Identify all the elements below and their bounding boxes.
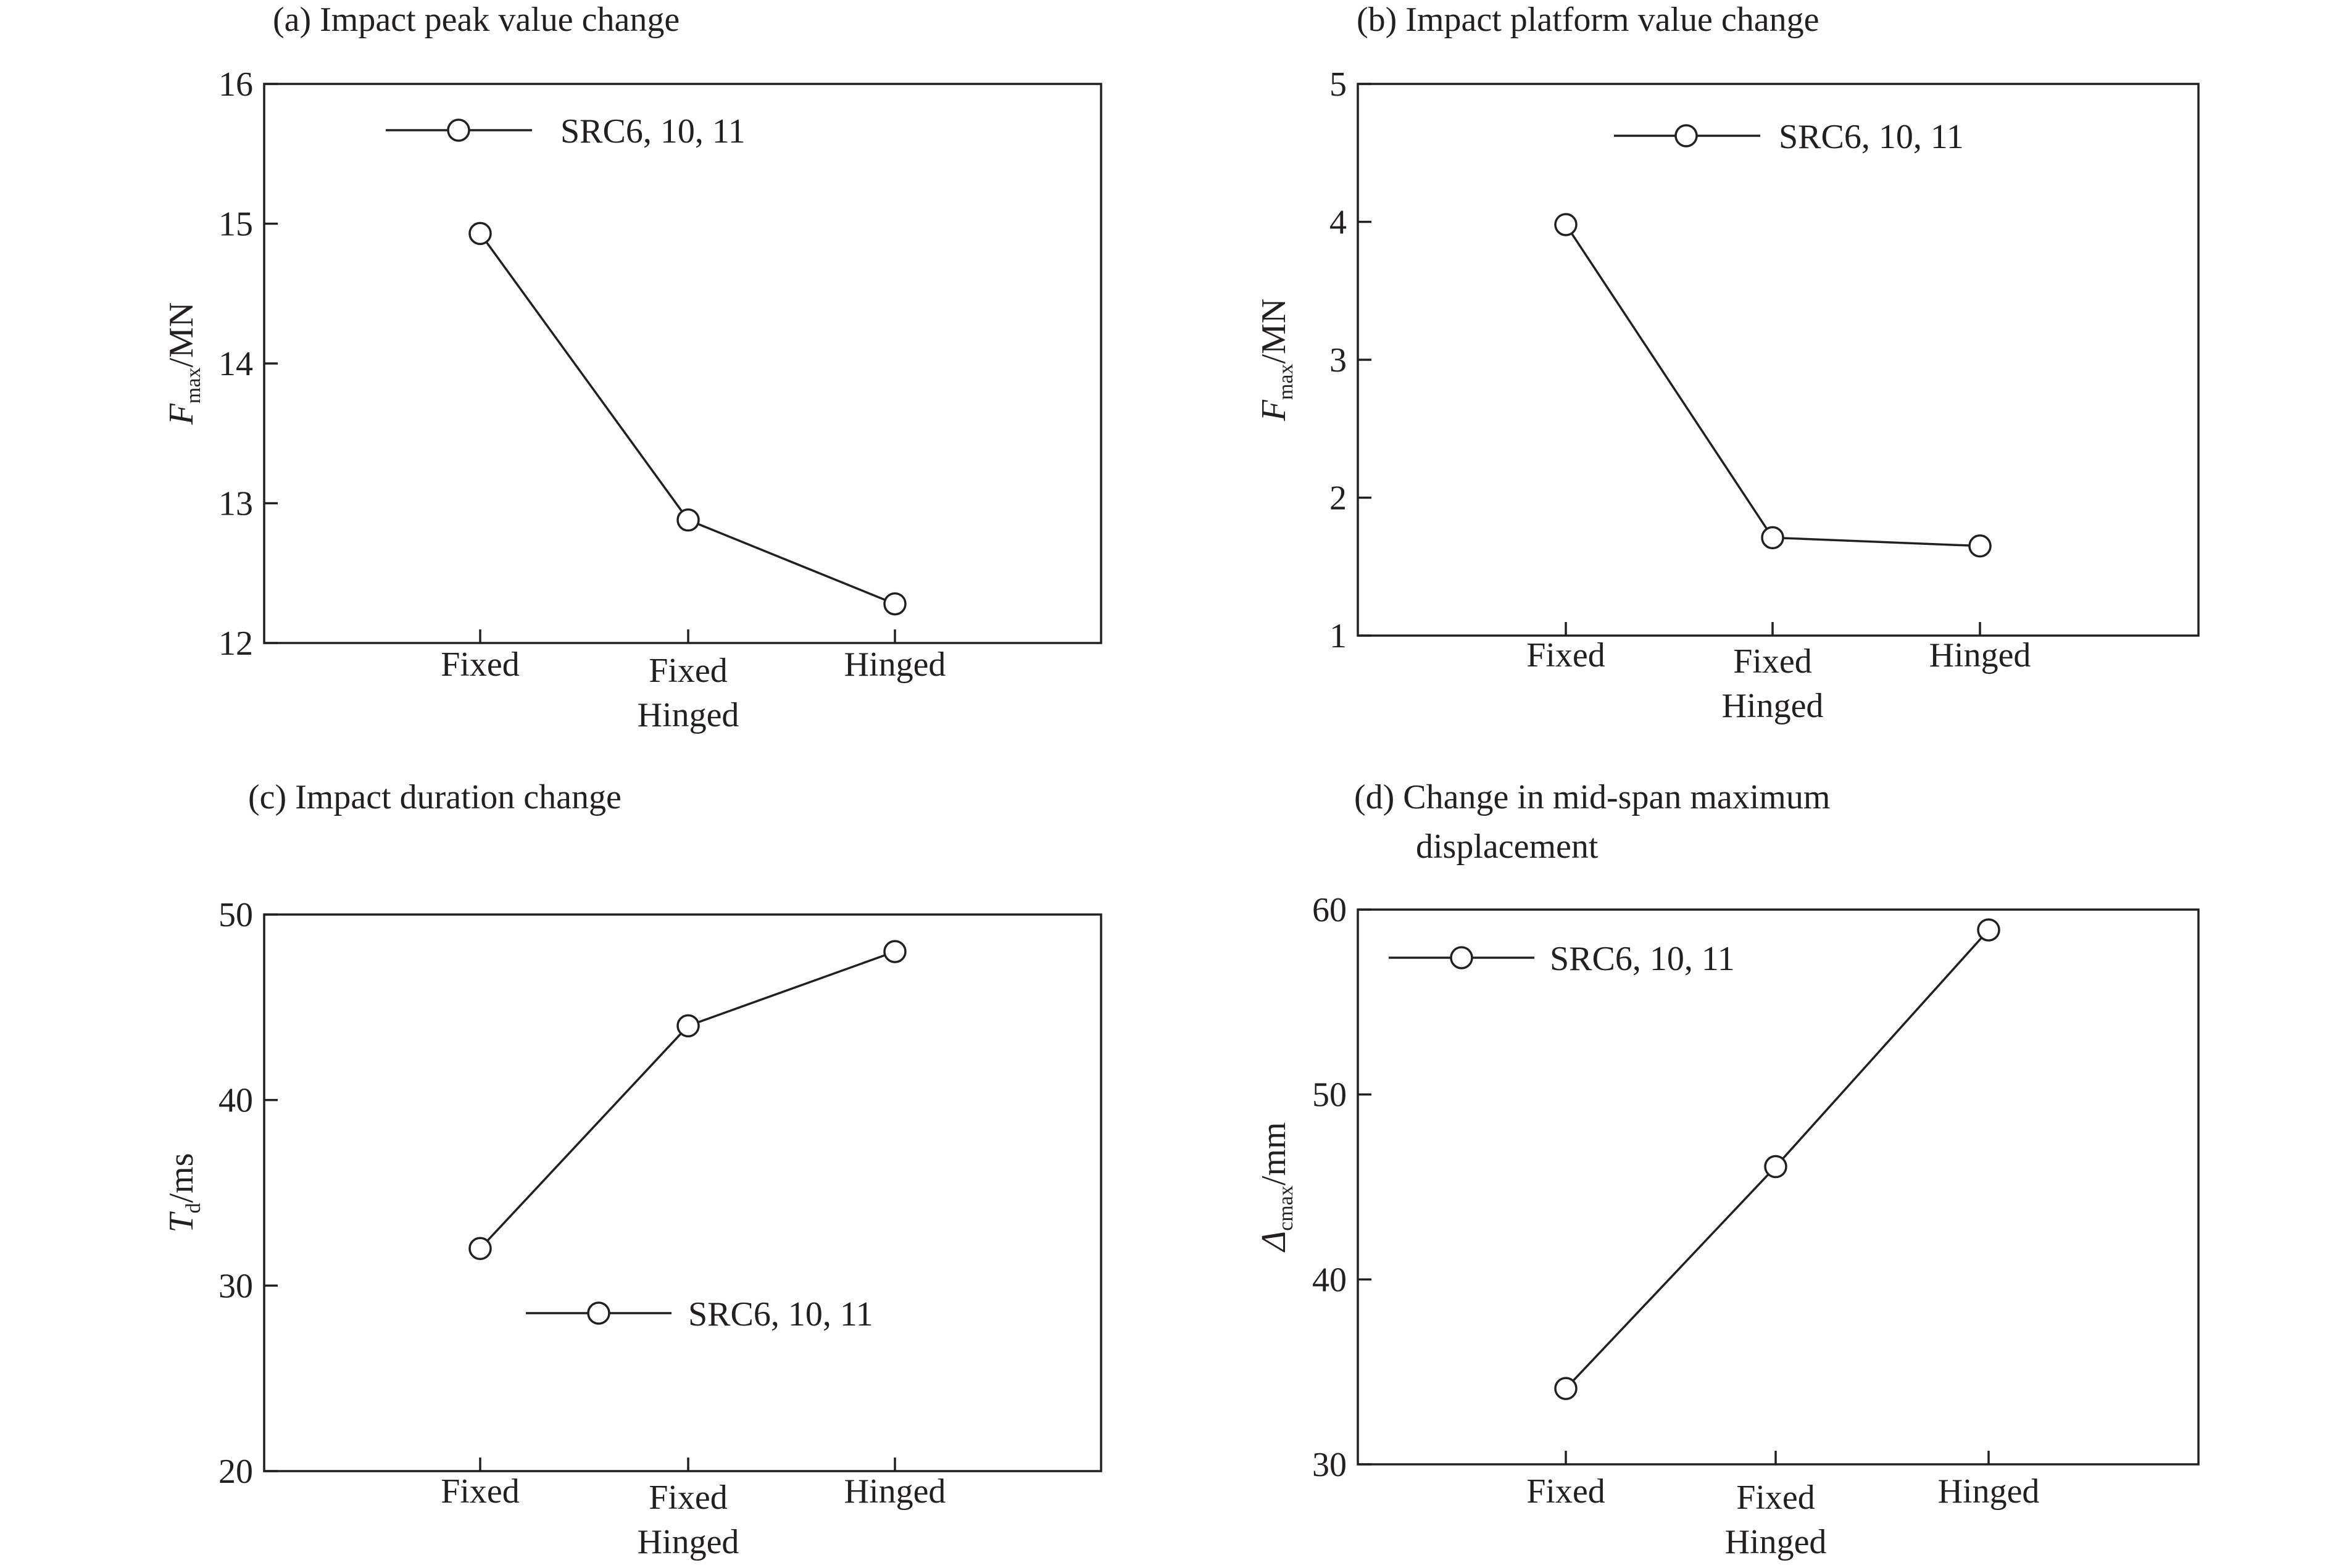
data-point [1968, 534, 1992, 558]
x-tick-label: Fixed [1526, 1472, 1605, 1511]
legend-label: SRC6, 10, 11 [1550, 940, 1735, 978]
y-axis-label: Δcmax/mm [1255, 1122, 1297, 1252]
x-tick-label: Hinged [638, 696, 739, 734]
y-tick-label: 14 [218, 345, 253, 383]
x-tick-label: Fixed [441, 1472, 520, 1511]
y-tick-label: 20 [218, 1453, 253, 1491]
plot-frame [1357, 908, 2200, 1466]
y-tick-label: 30 [218, 1267, 253, 1305]
chart-title: (c) Impact duration change [248, 778, 622, 816]
y-axis-label-unit: /mm [1255, 1122, 1293, 1185]
y-tick-label: 13 [218, 485, 253, 523]
y-tick-label: 30 [1312, 1446, 1347, 1484]
y-tick-label: 1 [1329, 617, 1347, 655]
data-point [883, 940, 907, 963]
series-line [1565, 224, 1981, 547]
y-axis-label-unit: /MN [162, 302, 201, 368]
chart-panel-a: (a) Impact peak value change 12 13 14 15 16 Fi… [162, 1, 1102, 734]
y-axis-label: Fmax/MN [162, 302, 205, 426]
y-axis-label-subscript: cmax [1275, 1185, 1297, 1231]
x-tick-label: Fixed [441, 645, 520, 684]
data-point [676, 1014, 700, 1038]
plot-frame [263, 83, 1102, 644]
data-point [676, 508, 700, 532]
x-tick-label: Fixed [1733, 642, 1812, 681]
y-axis-label: Fmax/MN [1255, 299, 1297, 422]
chart-panel-c: (c) Impact duration change 20 30 40 50 Fixed F… [162, 778, 1102, 1561]
y-tick-label: 12 [218, 624, 253, 663]
y-tick-label: 40 [218, 1082, 253, 1120]
legend-label: SRC6, 10, 11 [1779, 118, 1964, 156]
legend-marker [1450, 946, 1473, 969]
x-tick-label: Fixed [649, 652, 728, 690]
x-tick-label: Hinged [638, 1523, 739, 1561]
chart-title: (a) Impact peak value change [273, 1, 680, 39]
x-tick-label: Fixed [649, 1479, 728, 1517]
chart-panel-d: (d) Change in mid-span maximum displaceme… [1255, 778, 2200, 1561]
y-tick-label: 2 [1329, 479, 1347, 518]
y-axis-label-subscript: max [182, 368, 205, 404]
y-axis-label-unit: /MN [1255, 299, 1293, 364]
data-point [1554, 1377, 1578, 1400]
y-tick-label: 15 [218, 205, 253, 244]
chart-title: (d) Change in mid-span maximum [1354, 778, 1830, 816]
x-tick-label: Hinged [844, 1472, 946, 1511]
data-point [1554, 213, 1578, 236]
legend: SRC6, 10, 11 [1389, 940, 1735, 978]
legend-marker [587, 1301, 610, 1325]
legend: SRC6, 10, 11 [1614, 118, 1964, 156]
y-tick-label: 50 [218, 896, 253, 934]
series-line [479, 950, 896, 1250]
legend: SRC6, 10, 11 [386, 112, 746, 151]
data-point [1977, 918, 2000, 942]
x-tick-label: Fixed [1736, 1479, 1815, 1517]
chart-title: displacement [1416, 828, 1599, 866]
x-tick-label: Hinged [1725, 1523, 1827, 1561]
data-point [468, 1237, 492, 1260]
x-tick-label: Hinged [1938, 1472, 2040, 1511]
y-axis-label-symbol: T [162, 1211, 201, 1233]
y-tick-label: 40 [1312, 1261, 1347, 1299]
chart-panel-b: (b) Impact platform value change 1 2 3 4 5 Fix… [1255, 1, 2200, 725]
y-tick-label: 3 [1329, 341, 1347, 380]
y-tick-label: 60 [1312, 891, 1347, 929]
y-axis-label-subscript: max [1275, 364, 1297, 400]
y-tick-label: 4 [1329, 204, 1347, 242]
data-point [1761, 526, 1784, 550]
y-axis-label-symbol: F [162, 403, 201, 425]
y-tick-label: 16 [218, 65, 253, 104]
legend-label: SRC6, 10, 11 [688, 1295, 873, 1334]
x-tick-label: Hinged [844, 645, 946, 684]
data-point [1764, 1155, 1787, 1179]
data-point [883, 592, 907, 616]
y-tick-label: 5 [1329, 65, 1347, 104]
y-tick-label: 50 [1312, 1076, 1347, 1114]
y-axis-label-subscript: d [182, 1203, 205, 1213]
x-tick-label: Fixed [1526, 636, 1605, 674]
y-axis-label: Td/ms [162, 1153, 205, 1232]
x-tick-label: Hinged [1929, 636, 2031, 674]
x-tick-label: Hinged [1722, 687, 1824, 725]
series-line [479, 233, 896, 605]
legend-marker [1674, 124, 1698, 147]
legend-marker [447, 118, 470, 142]
y-axis-label-unit: /ms [162, 1153, 201, 1203]
data-point [468, 222, 492, 246]
chart-title: (b) Impact platform value change [1357, 1, 1819, 39]
legend-label: SRC6, 10, 11 [560, 112, 746, 151]
y-axis-label-symbol: F [1255, 399, 1293, 421]
y-axis-label-symbol: Δ [1255, 1231, 1293, 1253]
plot-frame [1357, 83, 2200, 637]
plot-frame [263, 913, 1102, 1472]
legend: SRC6, 10, 11 [526, 1295, 873, 1334]
